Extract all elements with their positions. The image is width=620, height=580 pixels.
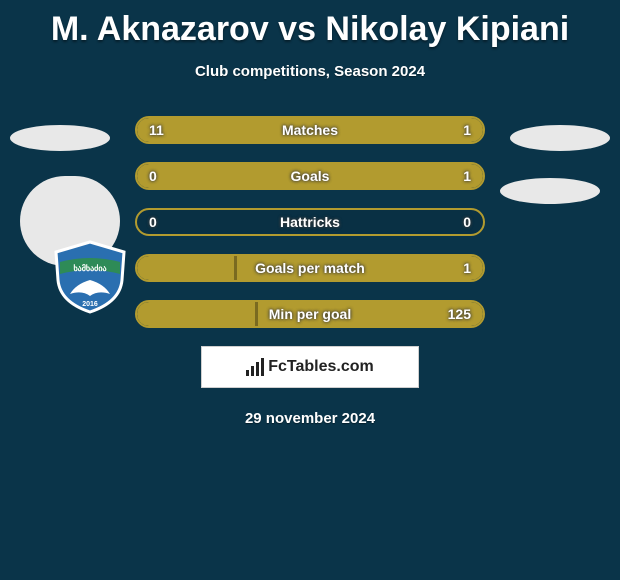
stats-list: 111Matches 01Goals 00Hattricks 1Goals per m… <box>135 116 485 328</box>
stat-label: Hattricks <box>137 210 483 234</box>
brand-text: FcTables.com <box>268 358 374 376</box>
stat-label: Min per goal <box>137 302 483 326</box>
stat-row: 1Goals per match <box>135 254 485 282</box>
stat-row: 00Hattricks <box>135 208 485 236</box>
stat-row: 125Min per goal <box>135 300 485 328</box>
svg-text:2016: 2016 <box>82 301 98 308</box>
svg-text:ხამხაძია: ხამხაძია <box>73 264 106 273</box>
club-badge-icon: ხამხაძია 2016 <box>50 240 130 314</box>
avatar-left-placeholder-1 <box>10 125 110 151</box>
stat-label: Matches <box>137 118 483 142</box>
stat-row: 111Matches <box>135 116 485 144</box>
brand-banner[interactable]: FcTables.com <box>201 346 419 388</box>
date-label: 29 november 2024 <box>0 410 620 427</box>
stat-label: Goals <box>137 164 483 188</box>
avatar-left-placeholder-2: ხამხაძია 2016 <box>20 176 120 266</box>
bar-chart-icon <box>246 358 264 376</box>
avatar-right-placeholder-2 <box>500 178 600 204</box>
avatar-right-placeholder-1 <box>510 125 610 151</box>
stat-label: Goals per match <box>137 256 483 280</box>
page-subtitle: Club competitions, Season 2024 <box>0 63 620 80</box>
page-title: M. Aknazarov vs Nikolay Kipiani <box>0 0 620 49</box>
stat-row: 01Goals <box>135 162 485 190</box>
